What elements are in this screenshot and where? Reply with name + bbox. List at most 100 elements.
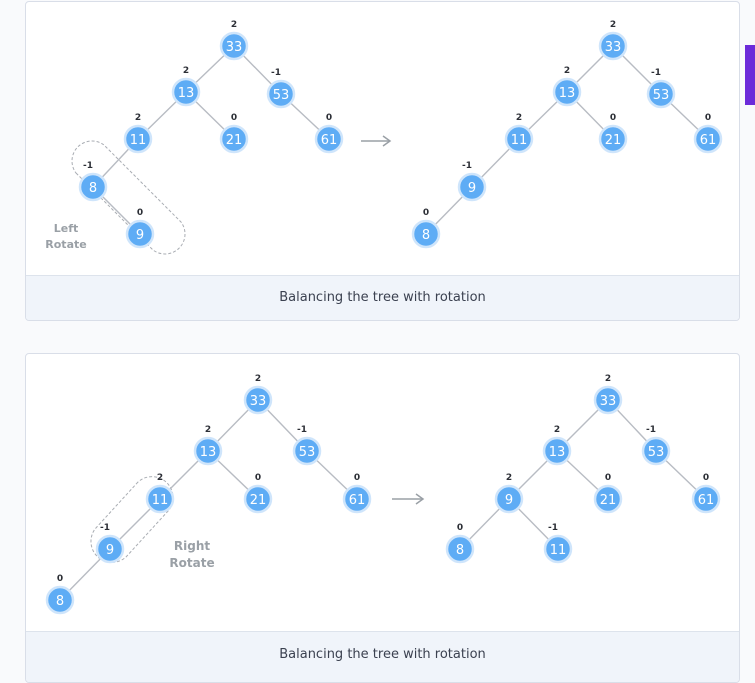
tree-node-8: 80 (45, 574, 75, 615)
node-circle (552, 77, 582, 107)
balance-factor-label: -1 (100, 523, 110, 533)
balance-factor-label: -1 (271, 68, 281, 78)
node-key: 61 (700, 133, 717, 148)
node-circle (598, 31, 628, 61)
tree-node-13: 13 2 (552, 66, 582, 107)
node-key: 11 (130, 133, 147, 148)
tree-node-53: 53 -1 (266, 68, 296, 109)
tree-node-13: 13 2 (193, 425, 223, 466)
balance-factor-label: 2 (554, 425, 560, 435)
node-circle (598, 124, 628, 154)
node-circle (691, 484, 721, 514)
node-circle (266, 79, 296, 109)
node-circle (95, 534, 125, 564)
tree-node-33: 33 2 (219, 20, 249, 61)
balance-factor-label: 0 (354, 473, 360, 483)
node-circle (243, 484, 273, 514)
node-circle (145, 484, 175, 514)
node-circle (593, 484, 623, 514)
node-key: 33 (605, 40, 622, 55)
node-key: 8 (56, 594, 64, 609)
node-key: 61 (698, 493, 715, 508)
node-key: 21 (250, 493, 267, 508)
node-key: 8 (456, 543, 464, 558)
node-key: 9 (468, 181, 476, 196)
node-circle (542, 436, 572, 466)
node-circle (292, 436, 322, 466)
node-key: 13 (178, 86, 195, 101)
node-key: 11 (152, 493, 169, 508)
balance-factor-label: 0 (423, 208, 429, 218)
tree-node-61: 61 0 (314, 113, 344, 154)
tree-node-61: 61 0 (691, 473, 721, 514)
tree-node-11: 11 2 (145, 473, 175, 514)
node-circle (641, 436, 671, 466)
balance-factor-label: 0 (457, 523, 463, 533)
node-circle (445, 534, 475, 564)
node-key: 21 (226, 133, 243, 148)
node-circle (78, 172, 108, 202)
node-circle (125, 219, 155, 249)
rotation-highlight (90, 476, 174, 563)
node-key: 33 (226, 40, 243, 55)
node-key: 8 (89, 181, 97, 196)
node-key: 21 (605, 133, 622, 148)
node-circle (243, 385, 273, 415)
balance-factor-label: 2 (183, 66, 189, 76)
tree-node-33: 33 2 (593, 374, 623, 415)
node-circle (543, 534, 573, 564)
node-circle (219, 124, 249, 154)
balance-factor-label: -1 (548, 523, 558, 533)
node-key: 13 (549, 445, 566, 460)
transform-arrow (361, 135, 392, 147)
node-key: 9 (505, 493, 513, 508)
node-key: 9 (136, 228, 144, 243)
tree-node-9: 92 (494, 473, 524, 514)
node-key: 9 (106, 543, 114, 558)
balance-factor-label: 2 (231, 20, 237, 30)
balance-factor-label: 2 (157, 473, 163, 483)
balance-factor-label: 2 (205, 425, 211, 435)
balance-factor-label: 2 (255, 374, 261, 384)
tree-node-8: 80 (411, 208, 441, 249)
balance-factor-label: 0 (255, 473, 261, 483)
balance-factor-label: 2 (610, 20, 616, 30)
figure-caption: Balancing the tree with rotation (26, 631, 739, 682)
balance-factor-label: 2 (605, 374, 611, 384)
tree-node-61: 61 0 (342, 473, 372, 514)
node-circle (593, 385, 623, 415)
rotation-label-line1: Right (174, 539, 210, 553)
tree-node-21: 21 0 (243, 473, 273, 514)
balance-factor-label: -1 (83, 161, 93, 171)
node-key: 61 (321, 133, 338, 148)
node-key: 33 (250, 394, 267, 409)
figure-caption: Balancing the tree with rotation (26, 275, 739, 320)
node-key: 11 (511, 133, 528, 148)
balance-factor-label: 0 (231, 113, 237, 123)
balance-factor-label: 0 (137, 208, 143, 218)
node-key: 53 (648, 445, 665, 460)
node-key: 11 (550, 543, 567, 558)
node-circle (646, 79, 676, 109)
tree-node-9: 9 -1 (457, 161, 487, 202)
rotation-label-line1: Left (54, 222, 79, 235)
balance-factor-label: 2 (506, 473, 512, 483)
balance-factor-label: 2 (564, 66, 570, 76)
tree-node-13: 13 2 (171, 66, 201, 107)
tree-node-33: 33 2 (243, 374, 273, 415)
node-circle (193, 436, 223, 466)
node-circle (314, 124, 344, 154)
node-key: 33 (600, 394, 617, 409)
tree-node-9: 9 -1 (95, 523, 125, 564)
node-key: 53 (653, 88, 670, 103)
node-circle (171, 77, 201, 107)
tree-node-33: 33 2 (598, 20, 628, 61)
rotation-label-line2: Rotate (45, 238, 86, 251)
balance-factor-label: 0 (57, 574, 63, 584)
balance-factor-label: -1 (646, 425, 656, 435)
